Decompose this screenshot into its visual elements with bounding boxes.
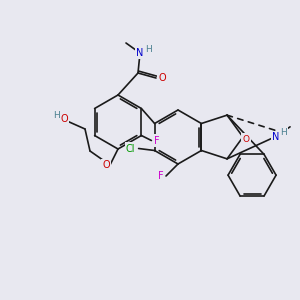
Text: N: N	[272, 132, 280, 142]
Text: O: O	[158, 73, 166, 83]
Text: O: O	[102, 160, 110, 170]
Text: H: H	[145, 44, 152, 53]
Text: Cl: Cl	[126, 143, 135, 154]
Text: N: N	[136, 48, 144, 58]
Text: O: O	[242, 134, 249, 143]
Text: H: H	[280, 128, 286, 137]
Text: F: F	[158, 171, 164, 181]
Text: O: O	[60, 114, 68, 124]
Text: H: H	[52, 110, 59, 119]
Text: F: F	[154, 136, 159, 146]
